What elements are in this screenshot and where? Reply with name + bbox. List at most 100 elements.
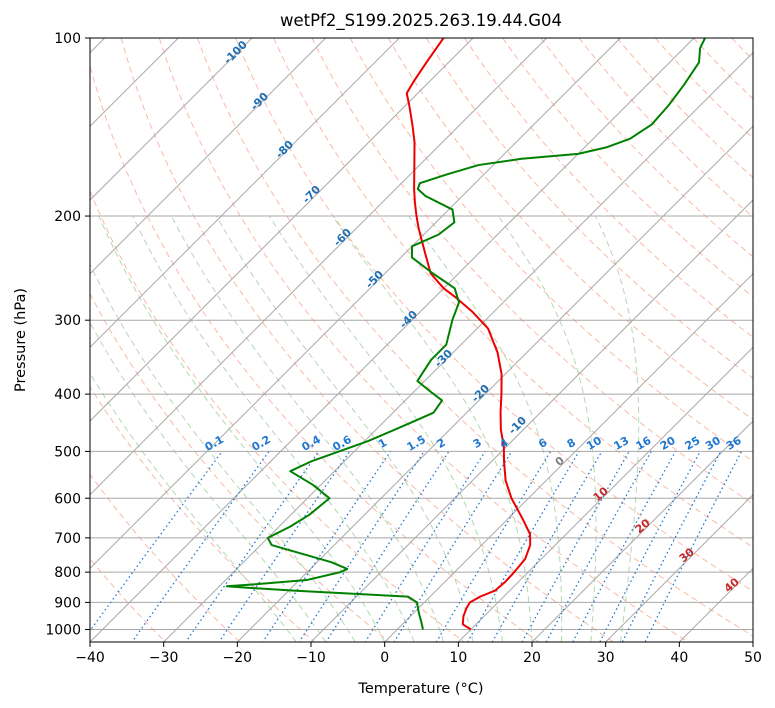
dry-adiabat-line [90,63,540,642]
mixing-ratio-line [599,451,701,642]
mixing-ratio-label: 25 [683,434,703,453]
dry-adiabat-line [464,38,753,338]
moist-adiabat-line [90,321,327,642]
background-lines [90,38,753,642]
isotherm-line [605,493,753,642]
y-tick-label: 300 [54,313,81,329]
isotherm-line [90,38,327,275]
mixing-ratio-line [325,451,450,642]
mixing-ratio-line [521,451,630,642]
x-tick-label: −20 [223,650,253,666]
moist-adiabat-line [215,215,474,642]
mixing-ratio-label: 6 [536,436,549,451]
mixing-ratio-line [491,451,603,642]
dry-adiabat-line [90,189,465,642]
y-tick-label: 100 [54,31,81,47]
mixing-ratio-label: 36 [724,434,744,453]
isotherm-line [310,199,753,642]
y-tick-label: 400 [54,387,81,403]
x-tick-label: 30 [597,650,615,666]
moist-adiabat-line [90,263,356,642]
isotherm-line [90,38,474,422]
dry-adiabat-line [311,38,753,505]
dry-adiabat-line [654,38,753,139]
mixing-ratio-label: 20 [658,434,678,453]
isotherm-label: -50 [363,268,386,291]
moist-adiabat-line [90,372,297,642]
mixing-ratio-label: 0.4 [300,433,324,454]
theta-label: 10 [591,484,611,504]
dry-adiabat-line [197,38,753,637]
mixing-ratio-line [572,451,677,642]
dry-adiabat-line [578,38,753,218]
isotherm-line [163,51,753,642]
isotherm-label: -10 [506,414,529,437]
dry-adiabat-line [540,38,753,258]
moist-adiabat-line [98,215,386,642]
mixing-ratio-line [262,451,391,642]
theta-label: 30 [677,545,697,565]
isotherm-line [384,272,753,642]
mixing-ratio-label: 8 [565,436,578,451]
mixing-ratio-label: 10 [584,434,604,453]
y-tick-label: 1000 [45,622,81,638]
isotherm-label: -60 [331,226,354,249]
x-tick-label: −40 [75,650,105,666]
isotherm-line [90,38,253,201]
isotherm-label: -90 [248,90,271,113]
y-tick-label: 600 [54,491,81,507]
isotherm-label: -80 [273,138,296,161]
moist-adiabat-line [594,215,640,642]
isotherm-line [90,38,400,349]
dry-adiabat-line [90,473,241,642]
moist-adiabat-line [268,215,504,642]
x-axis-label: Temperature (°C) [357,681,483,697]
isotherm-line [90,38,695,642]
x-tick-label: 10 [449,650,467,666]
chart-title: wetPf2_S199.2025.263.19.44.G04 [280,11,562,31]
mixing-ratio-line [298,451,425,642]
temperature-profile [405,38,532,631]
isotherm-label: -30 [432,347,455,370]
y-tick-label: 800 [54,565,81,581]
isotherm-line [90,38,621,570]
dry-adiabat-line [273,38,753,548]
mixing-ratio-line [393,451,513,642]
theta-label: 40 [722,575,742,595]
mixing-ratio-line [466,451,580,642]
x-tick-label: 0 [380,650,389,666]
mixing-ratio-line [131,451,270,642]
mixing-ratio-label: 0.6 [330,433,354,454]
isotherm-label: -100 [221,38,250,67]
moist-adiabat-line [497,215,597,642]
dry-adiabat-line [90,385,316,642]
mixing-ratio-line [545,451,652,642]
moist-adiabat-line [171,215,445,642]
mixing-ratio-label: 2 [435,436,448,451]
isotherm-line [236,125,753,642]
x-tick-label: 20 [523,650,541,666]
moist-adiabat-line [132,215,415,642]
x-tick-label: −10 [296,650,326,666]
isotherm-line [531,420,753,642]
plot-frame [89,37,754,643]
mixing-ratio-line [435,451,552,642]
moist-adiabat-line [408,215,563,642]
isotherm-line [90,38,548,496]
x-tick-label: −30 [149,650,179,666]
mixing-ratio-label: 0.2 [250,433,273,454]
mixing-ratio-line [621,451,722,642]
isotherm-line [678,567,753,642]
dry-adiabat-line [425,38,753,379]
isotherm-line [457,346,753,642]
isotherm-label: -40 [397,308,420,331]
dry-adiabat-line [235,38,753,592]
y-axis-label: Pressure (hPa) [13,288,29,392]
mixing-ratio-label: 30 [703,434,723,453]
dry-adiabat-line [349,38,753,463]
y-tick-label: 500 [54,444,81,460]
mixing-ratio-label: 1 [376,436,389,451]
y-tick-label: 200 [54,209,81,225]
dewpoint-profile [225,38,706,630]
